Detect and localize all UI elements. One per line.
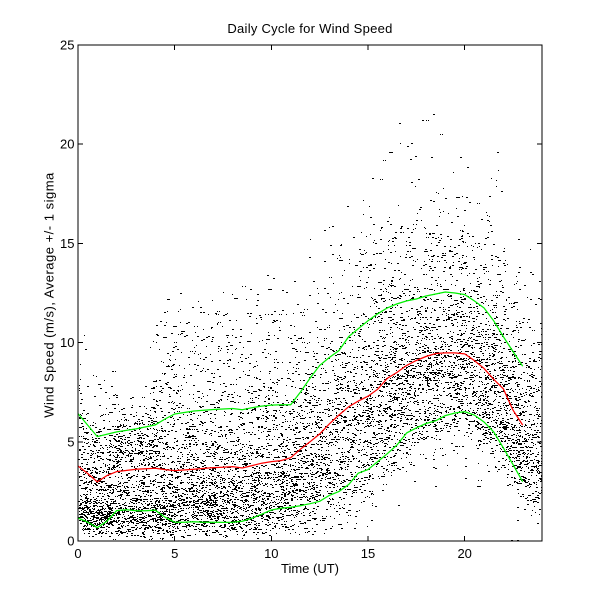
svg-text:Time (UT): Time (UT) xyxy=(281,561,339,576)
svg-text:15: 15 xyxy=(60,236,74,251)
svg-text:Wind Speed (m/s), Average +/-: Wind Speed (m/s), Average +/- 1 sigma xyxy=(42,172,57,418)
svg-text:Daily Cycle for Wind Speed: Daily Cycle for Wind Speed xyxy=(227,21,392,36)
svg-text:10: 10 xyxy=(60,335,74,350)
svg-text:10: 10 xyxy=(264,546,278,561)
svg-text:25: 25 xyxy=(60,38,74,53)
svg-text:5: 5 xyxy=(171,546,178,561)
svg-text:20: 20 xyxy=(60,137,74,152)
svg-text:5: 5 xyxy=(67,434,74,449)
svg-text:0: 0 xyxy=(74,546,81,561)
svg-text:20: 20 xyxy=(457,546,471,561)
svg-text:0: 0 xyxy=(67,534,74,549)
svg-text:15: 15 xyxy=(361,546,375,561)
